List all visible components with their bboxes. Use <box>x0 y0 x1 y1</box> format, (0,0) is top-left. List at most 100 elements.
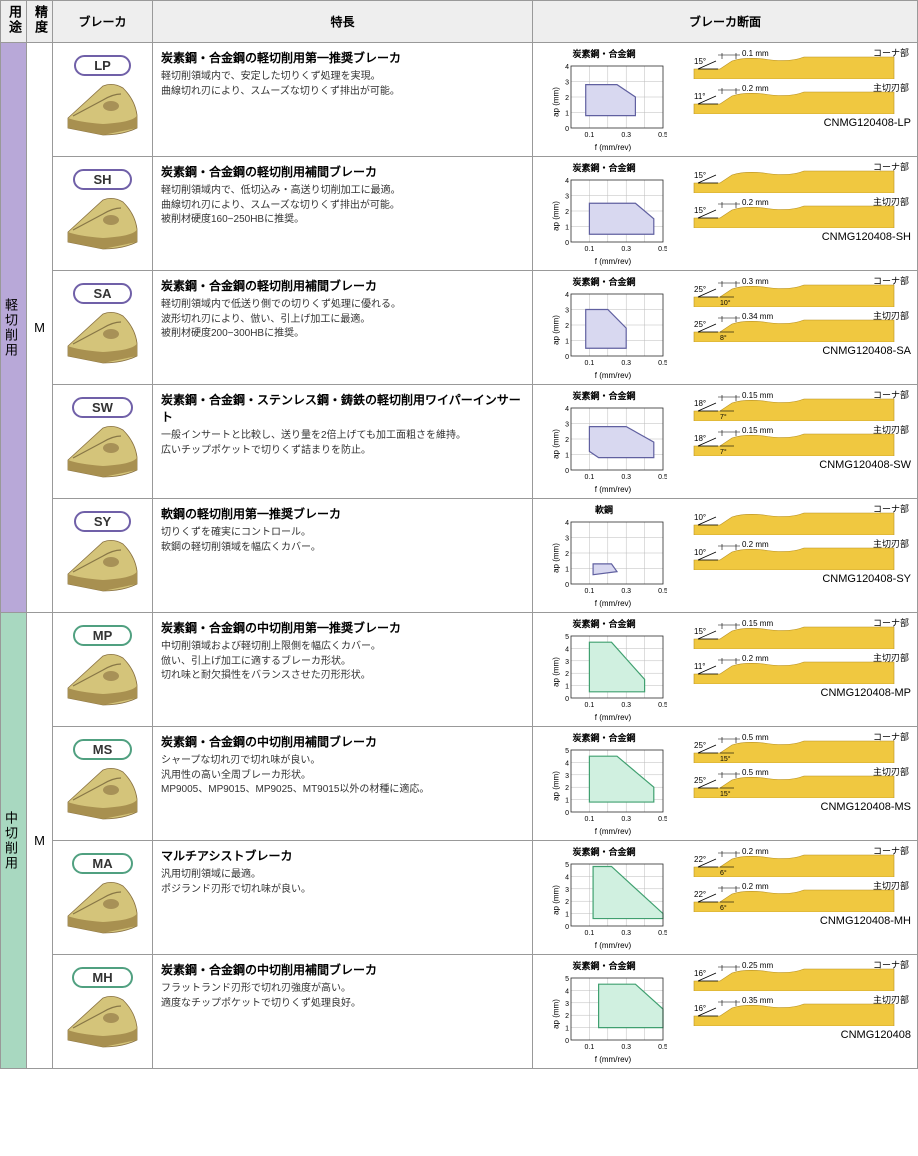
svg-text:4: 4 <box>565 520 569 527</box>
feature-line: 軟鋼の軽切削領域を幅広くカバー。 <box>161 541 524 556</box>
svg-text:5: 5 <box>565 862 569 869</box>
chart: 炭素鋼・合金鋼 ap (mm) 0123450.10.30.5 f (mm/re… <box>539 731 669 836</box>
svg-text:0.1 mm: 0.1 mm <box>742 49 769 58</box>
svg-text:0.3: 0.3 <box>621 588 631 595</box>
svg-text:0.2 mm: 0.2 mm <box>742 847 769 856</box>
svg-text:0.5 mm: 0.5 mm <box>742 768 769 777</box>
svg-text:0.3: 0.3 <box>621 474 631 481</box>
svg-text:0.1: 0.1 <box>585 930 595 937</box>
profiles: コーナ部 16°0.25 mm 主切刃部 16°0.35 mm CNMG1204… <box>677 959 911 1041</box>
svg-text:15°: 15° <box>694 627 706 636</box>
part-code: CNMG120408 <box>677 1029 911 1041</box>
svg-text:0.5: 0.5 <box>658 588 667 595</box>
feature-line: 切れ味と耐欠損性をバランスさせた刃形形状。 <box>161 669 524 684</box>
profiles: コーナ部 15°0.1 mm 主切刃部 11°0.2 mm CNMG120408… <box>677 47 911 129</box>
svg-text:4: 4 <box>565 64 569 71</box>
breaker-cell: SH <box>53 157 153 271</box>
svg-text:25°: 25° <box>694 320 706 329</box>
svg-text:0.3: 0.3 <box>621 816 631 823</box>
profile-corner: コーナ部 15°0.1 mm <box>677 47 911 79</box>
svg-text:0: 0 <box>565 810 569 817</box>
svg-text:2: 2 <box>565 95 569 102</box>
svg-text:0.5: 0.5 <box>658 474 667 481</box>
svg-text:15°: 15° <box>694 57 706 66</box>
feature-title: 炭素鋼・合金鋼の軽切削用補間ブレーカ <box>161 163 524 180</box>
svg-text:1: 1 <box>565 1026 569 1033</box>
chart: 炭素鋼・合金鋼 ap (mm) 0123450.10.30.5 f (mm/re… <box>539 845 669 950</box>
svg-text:0.2 mm: 0.2 mm <box>742 198 769 207</box>
svg-text:4: 4 <box>565 292 569 299</box>
svg-text:1: 1 <box>565 912 569 919</box>
profiles: コーナ部 10° 主切刃部 10°0.2 mm CNMG120408-SY <box>677 503 911 585</box>
cross-cell: 炭素鋼・合金鋼 ap (mm) 0123450.10.30.5 f (mm/re… <box>533 841 918 955</box>
svg-text:1: 1 <box>565 339 569 346</box>
precision-cell: M <box>27 43 53 613</box>
table-row: 軽切削用M LP 炭素鋼・合金鋼の軽切削用第一推奨ブレーカ 軽切削領域内で、安定… <box>1 43 918 157</box>
profile-main: 主切刃部 18°7°0.15 mm <box>677 424 911 456</box>
profile-main: 主切刃部 11°0.2 mm <box>677 82 911 114</box>
part-code: CNMG120408-SH <box>677 231 911 243</box>
svg-text:0.1: 0.1 <box>585 132 595 139</box>
profiles: コーナ部 15°0.15 mm 主切刃部 11°0.2 mm CNMG12040… <box>677 617 911 699</box>
svg-text:4: 4 <box>565 646 569 653</box>
svg-text:5: 5 <box>565 976 569 983</box>
svg-text:0: 0 <box>565 582 569 589</box>
category-cell: 中切削用 <box>1 613 27 1069</box>
svg-text:2: 2 <box>565 899 569 906</box>
cross-cell: 炭素鋼・合金鋼 ap (mm) 012340.10.30.5 f (mm/rev… <box>533 43 918 157</box>
profile-corner: コーナ部 15°0.15 mm <box>677 617 911 649</box>
svg-text:0.1: 0.1 <box>585 360 595 367</box>
svg-text:2: 2 <box>565 209 569 216</box>
svg-text:4: 4 <box>565 178 569 185</box>
svg-text:4: 4 <box>565 406 569 413</box>
part-code: CNMG120408-MP <box>677 687 911 699</box>
insert-icon <box>63 308 143 370</box>
table-row: SY 軟鋼の軽切削用第一推奨ブレーカ 切りくずを確実にコントロール。軟鋼の軽切削… <box>1 499 918 613</box>
svg-text:11°: 11° <box>694 92 706 101</box>
svg-text:0.3: 0.3 <box>621 132 631 139</box>
profile-corner: コーナ部 22°6°0.2 mm <box>677 845 911 877</box>
svg-text:2: 2 <box>565 323 569 330</box>
insert-icon <box>63 194 143 256</box>
svg-text:1: 1 <box>565 798 569 805</box>
profiles: コーナ部 25°10°0.3 mm 主切刃部 25°8°0.34 mm CNMG… <box>677 275 911 357</box>
breaker-cell: SY <box>53 499 153 613</box>
feature-line: 被削材硬度200−300HBに推奨。 <box>161 327 524 342</box>
svg-text:18°: 18° <box>694 434 706 443</box>
hdr-usage: 用途 <box>1 1 27 43</box>
cross-cell: 炭素鋼・合金鋼 ap (mm) 012340.10.30.5 f (mm/rev… <box>533 385 918 499</box>
svg-text:1: 1 <box>565 567 569 574</box>
profile-corner: コーナ部 25°15°0.5 mm <box>677 731 911 763</box>
profiles: コーナ部 25°15°0.5 mm 主切刃部 25°15°0.5 mm CNMG… <box>677 731 911 813</box>
svg-text:0: 0 <box>565 924 569 931</box>
svg-text:7°: 7° <box>720 413 727 421</box>
svg-text:3: 3 <box>565 659 569 666</box>
svg-text:25°: 25° <box>694 741 706 750</box>
chart: 炭素鋼・合金鋼 ap (mm) 012340.10.30.5 f (mm/rev… <box>539 389 669 494</box>
svg-text:15°: 15° <box>720 755 731 763</box>
feature-title: マルチアシストブレーカ <box>161 847 524 864</box>
svg-text:0.1: 0.1 <box>585 588 595 595</box>
profile-main: 主切刃部 11°0.2 mm <box>677 652 911 684</box>
svg-text:2: 2 <box>565 437 569 444</box>
feature-line: 軽切削領域内で、安定した切りくず処理を実現。 <box>161 70 524 85</box>
feature-cell: 炭素鋼・合金鋼の中切削用第一推奨ブレーカ 中切削領域および軽切削上限側を幅広くカ… <box>153 613 533 727</box>
svg-text:2: 2 <box>565 551 569 558</box>
insert-icon <box>63 422 143 484</box>
svg-text:0.15 mm: 0.15 mm <box>742 391 773 400</box>
svg-text:0: 0 <box>565 240 569 247</box>
svg-text:1: 1 <box>565 684 569 691</box>
part-code: CNMG120408-SY <box>677 573 911 585</box>
feature-cell: 炭素鋼・合金鋼の中切削用補間ブレーカ フラットランド刃形で切れ刃強度が高い。適度… <box>153 955 533 1069</box>
part-code: CNMG120408-LP <box>677 117 911 129</box>
feature-cell: 炭素鋼・合金鋼の軽切削用補間ブレーカ 軽切削領域内で、低切込み・高送り切削加工に… <box>153 157 533 271</box>
insert-icon <box>63 80 143 142</box>
insert-icon <box>63 992 143 1054</box>
svg-text:0: 0 <box>565 126 569 133</box>
svg-text:2: 2 <box>565 1013 569 1020</box>
breaker-table: 用途 精度 ブレーカ 特長 ブレーカ断面 軽切削用M LP 炭素鋼・合金鋼の軽切… <box>0 0 918 1069</box>
profile-corner: コーナ部 15° <box>677 161 911 193</box>
cross-cell: 炭素鋼・合金鋼 ap (mm) 0123450.10.30.5 f (mm/re… <box>533 613 918 727</box>
svg-text:10°: 10° <box>694 548 706 557</box>
svg-text:22°: 22° <box>694 890 706 899</box>
